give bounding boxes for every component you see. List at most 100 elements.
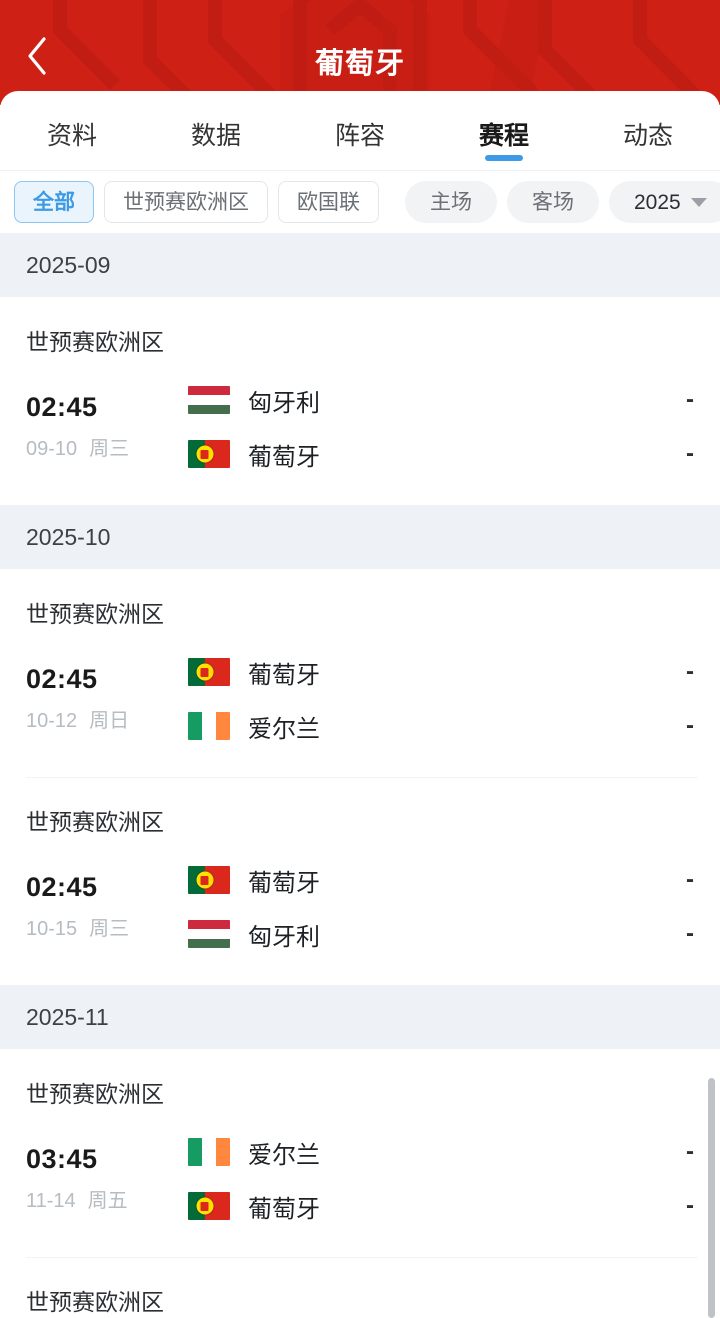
flag-prt-icon	[188, 658, 230, 686]
page-header: 葡萄牙	[0, 0, 720, 105]
chevron-left-icon	[28, 37, 46, 75]
match-body: 03:45 11-14 周五 爱尔兰 葡萄牙 - -	[0, 1125, 720, 1233]
team-name: 爱尔兰	[248, 1141, 320, 1169]
competition-label: 世预赛欧洲区	[26, 1289, 164, 1315]
team-name: 匈牙利	[248, 389, 320, 417]
competition-label: 世预赛欧洲区	[26, 329, 164, 355]
match-row[interactable]: 世预赛欧洲区 02:45 10-12 周日 葡萄牙 爱尔兰 - -	[0, 569, 720, 777]
match-date: 10-12 周日	[26, 704, 188, 733]
competition-label: 世预赛欧洲区	[26, 601, 164, 627]
match-date: 11-14 周五	[26, 1184, 188, 1213]
filter-chip-nations-league[interactable]: 欧国联	[278, 181, 379, 223]
match-row[interactable]: 世预赛欧洲区 02:45 10-15 周三 葡萄牙 匈牙利 - -	[0, 777, 720, 985]
team-list: 葡萄牙 爱尔兰	[188, 645, 634, 753]
filter-chip-wc-qualifiers-europe[interactable]: 世预赛欧洲区	[104, 181, 268, 223]
match-time: 02:45	[26, 391, 98, 422]
filter-chip-year[interactable]: 2025	[609, 181, 720, 223]
team-name: 葡萄牙	[248, 443, 320, 471]
schedule-list: 2025-09 世预赛欧洲区 02:45 09-10 周三 匈牙利 葡萄牙 - -2025-10…	[0, 233, 720, 1318]
team-name: 匈牙利	[248, 923, 320, 951]
month-header: 2025-09	[0, 233, 720, 297]
match-body: 02:45 10-15 周三 葡萄牙 匈牙利 - -	[0, 853, 720, 961]
score-column: --	[634, 373, 694, 481]
match-time: 02:45	[26, 871, 98, 902]
competition-label: 世预赛欧洲区	[26, 1081, 164, 1107]
team-home[interactable]: 爱尔兰	[188, 1125, 634, 1179]
flag-irl-icon	[188, 712, 230, 740]
team-away[interactable]: 葡萄牙	[188, 427, 634, 481]
score-column: --	[634, 1125, 694, 1233]
match-body: 02:45 09-10 周三 匈牙利 葡萄牙 - -	[0, 373, 720, 481]
match-body: 02:45 10-12 周日 葡萄牙 爱尔兰 - -	[0, 645, 720, 753]
tab-shuju[interactable]: 数据	[190, 121, 241, 150]
team-name: 葡萄牙	[248, 661, 320, 689]
team-home[interactable]: 葡萄牙	[188, 853, 634, 907]
match-date-value: 09-10	[26, 438, 78, 461]
tab-zhenrong[interactable]: 阵容	[334, 121, 385, 150]
score-away: -	[686, 1192, 694, 1219]
match-row[interactable]: 世预赛欧洲区 02:45 09-10 周三 匈牙利 葡萄牙 - -	[0, 297, 720, 505]
flag-prt-icon	[188, 866, 230, 894]
match-weekday: 周三	[89, 438, 130, 461]
score-away: -	[686, 920, 694, 947]
team-list: 匈牙利 葡萄牙	[188, 373, 634, 481]
match-date-value: 10-12	[26, 710, 78, 733]
team-name: 葡萄牙	[248, 1195, 320, 1223]
match-datetime: 02:45 10-12 周日	[26, 663, 188, 734]
match-row[interactable]: 世预赛欧洲区 03:45 11-14 周五 爱尔兰 葡萄牙 - -	[0, 1049, 720, 1257]
filter-chip-year-label: 2025	[634, 190, 681, 214]
score-home: -	[686, 866, 694, 893]
flag-prt-icon	[188, 440, 230, 468]
month-header: 2025-10	[0, 505, 720, 569]
score-column: --	[634, 645, 694, 753]
match-date-value: 10-15	[26, 918, 78, 941]
match-datetime: 02:45 09-10 周三	[26, 391, 188, 462]
score-home: -	[686, 658, 694, 685]
flag-prt-icon	[188, 1192, 230, 1220]
score-column: --	[634, 853, 694, 961]
match-weekday: 周五	[87, 1190, 128, 1213]
match-weekday: 周日	[89, 710, 130, 733]
vertical-scrollbar[interactable]	[708, 1078, 715, 1318]
match-date: 09-10 周三	[26, 432, 188, 461]
filter-chip-away[interactable]: 客场	[507, 181, 599, 223]
score-away: -	[686, 440, 694, 467]
score-away: -	[686, 712, 694, 739]
filter-bar: 全部 世预赛欧洲区 欧国联 主场 客场 2025	[0, 171, 720, 233]
filter-chip-all[interactable]: 全部	[14, 181, 94, 223]
match-datetime: 02:45 10-15 周三	[26, 871, 188, 942]
month-header: 2025-11	[0, 985, 720, 1049]
match-time: 02:45	[26, 663, 98, 694]
team-away[interactable]: 爱尔兰	[188, 699, 634, 753]
filter-chip-home[interactable]: 主场	[405, 181, 497, 223]
match-date: 10-15 周三	[26, 912, 188, 941]
match-row[interactable]: 世预赛欧洲区22:0011-16周日葡萄牙亚美尼亚--	[0, 1257, 720, 1318]
tab-bar: 资料 数据 阵容 赛程 动态	[0, 91, 720, 170]
team-list: 葡萄牙 匈牙利	[188, 853, 634, 961]
team-away[interactable]: 匈牙利	[188, 907, 634, 961]
team-home[interactable]: 匈牙利	[188, 373, 634, 427]
team-name: 爱尔兰	[248, 715, 320, 743]
match-time: 03:45	[26, 1143, 98, 1174]
match-separator	[26, 1257, 698, 1258]
team-home[interactable]: 葡萄牙	[188, 645, 634, 699]
tab-bar-divider	[0, 170, 720, 171]
flag-irl-icon	[188, 1138, 230, 1166]
match-weekday: 周三	[89, 918, 130, 941]
chevron-down-icon	[690, 197, 707, 207]
score-home: -	[686, 386, 694, 413]
flag-hun-icon	[188, 920, 230, 948]
match-date-value: 11-14	[26, 1190, 76, 1213]
tab-saicheng[interactable]: 赛程	[432, 91, 576, 170]
competition-label: 世预赛欧洲区	[26, 809, 164, 835]
match-separator	[26, 777, 698, 778]
score-home: -	[686, 1138, 694, 1165]
tab-dongtai[interactable]: 动态	[622, 121, 673, 150]
tab-ziliao[interactable]: 资料	[46, 121, 97, 150]
team-name: 葡萄牙	[248, 869, 320, 897]
team-list: 爱尔兰 葡萄牙	[188, 1125, 634, 1233]
team-away[interactable]: 葡萄牙	[188, 1179, 634, 1233]
flag-hun-icon	[188, 386, 230, 414]
back-button[interactable]	[14, 32, 62, 80]
